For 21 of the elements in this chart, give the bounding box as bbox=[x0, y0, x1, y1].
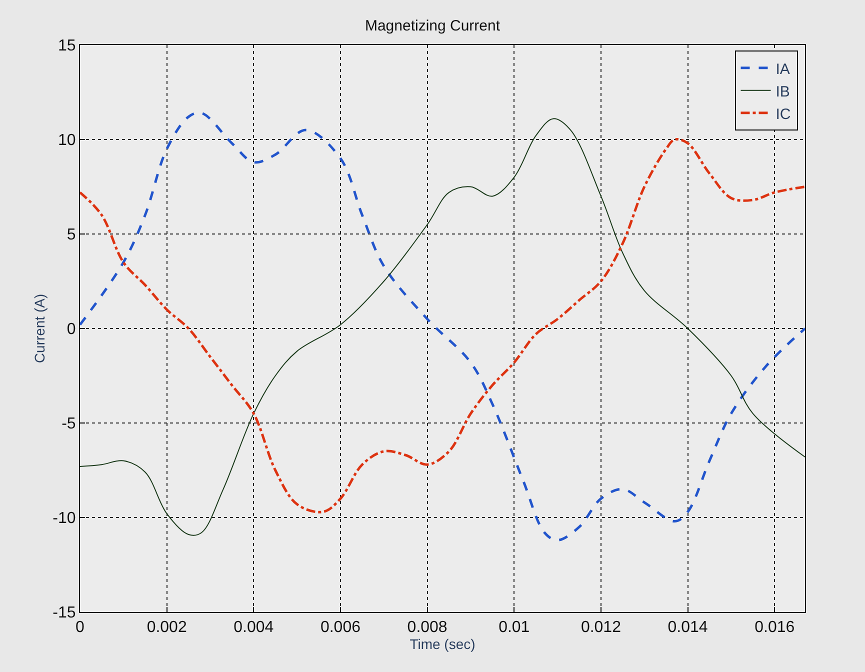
y-tick-label: -5 bbox=[62, 416, 76, 433]
y-tick-label: 5 bbox=[66, 226, 76, 244]
legend-label: IC bbox=[776, 106, 791, 123]
y-axis-title: Current (A) bbox=[31, 294, 48, 364]
x-tick-label: 0.006 bbox=[320, 619, 361, 636]
y-tick-label: 15 bbox=[58, 38, 76, 55]
x-tick-label: 0.008 bbox=[407, 619, 448, 636]
legend-label: IA bbox=[776, 60, 790, 78]
x-tick-label: 0.012 bbox=[580, 619, 622, 636]
x-tick-label: 0.01 bbox=[498, 619, 530, 636]
x-axis-title: Time (sec) bbox=[410, 636, 476, 652]
x-tick-label: 0.002 bbox=[146, 619, 187, 636]
y-tick-label: 10 bbox=[58, 132, 76, 150]
y-tick-label: -15 bbox=[52, 604, 76, 622]
chart-title: Magnetizing Current bbox=[364, 18, 501, 35]
x-tick-label: 0.014 bbox=[668, 619, 708, 636]
legend-label: IB bbox=[776, 83, 790, 100]
x-tick-label: 0.004 bbox=[234, 619, 274, 636]
y-tick-label: 0 bbox=[66, 321, 76, 338]
y-tick-label: -10 bbox=[52, 510, 76, 528]
x-tick-label: 0.016 bbox=[754, 619, 795, 636]
